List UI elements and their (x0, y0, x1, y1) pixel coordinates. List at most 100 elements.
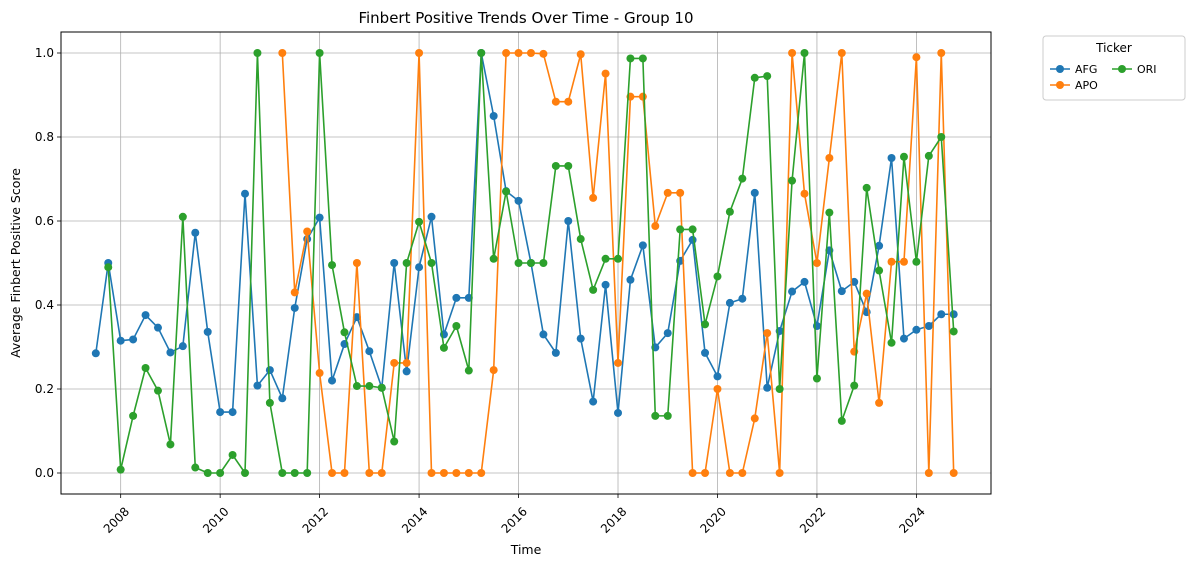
data-point-afg (788, 287, 797, 296)
legend: Ticker AFG APO ORI (1042, 35, 1186, 101)
y-axis: 0.0 0.2 0.4 0.6 0.8 1.0 (35, 46, 61, 480)
data-point-ori (514, 259, 523, 267)
data-point-afg (166, 348, 175, 357)
data-point-apo (862, 289, 871, 298)
data-point-afg (265, 366, 274, 375)
data-point-apo (837, 49, 846, 57)
data-point-afg (365, 347, 374, 356)
legend-label-apo: APO (1075, 79, 1098, 92)
data-point-ori (191, 463, 200, 472)
data-point-apo (949, 469, 958, 477)
data-point-ori (763, 72, 772, 81)
data-point-apo (750, 414, 759, 423)
data-point-ori (651, 411, 660, 420)
data-point-apo (278, 49, 287, 57)
data-point-afg (614, 408, 623, 417)
data-point-apo (614, 358, 623, 367)
data-point-afg (315, 213, 324, 222)
data-point-afg (725, 298, 734, 307)
data-point-afg (738, 294, 747, 303)
y-tick-label: 1.0 (35, 46, 54, 60)
data-point-ori (166, 440, 175, 449)
data-point-ori (862, 183, 871, 192)
data-point-ori (937, 133, 946, 141)
data-point-afg (153, 323, 162, 332)
data-point-ori (390, 437, 399, 446)
data-point-afg (415, 263, 424, 272)
data-point-ori (489, 254, 498, 263)
legend-item-apo: APO (1050, 79, 1098, 92)
data-point-afg (887, 154, 896, 162)
data-point-ori (415, 217, 424, 226)
data-point-ori (340, 328, 349, 337)
data-point-ori (663, 411, 672, 420)
data-point-apo (676, 188, 685, 197)
data-point-apo (924, 469, 933, 477)
data-point-afg (937, 310, 946, 319)
data-point-ori (278, 469, 287, 477)
data-point-afg (116, 336, 125, 345)
legend-items: AFG APO ORI (1050, 63, 1157, 92)
data-point-ori (464, 366, 473, 375)
data-point-ori (265, 398, 274, 407)
data-point-apo (912, 53, 921, 62)
data-point-ori (738, 174, 747, 183)
data-point-afg (241, 189, 250, 198)
data-point-apo (899, 257, 908, 266)
data-point-apo (290, 288, 299, 297)
data-point-ori (725, 207, 734, 216)
data-point-afg (253, 381, 262, 390)
data-point-apo (713, 385, 722, 393)
data-point-apo (763, 329, 772, 338)
series-layer (91, 49, 958, 477)
x-axis-label: Time (510, 542, 542, 557)
legend-item-afg: AFG (1050, 63, 1097, 76)
y-tick-label: 0.0 (35, 466, 54, 480)
data-point-apo (887, 257, 896, 266)
data-point-afg (850, 277, 859, 286)
y-tick-label: 0.2 (35, 382, 54, 396)
data-point-ori (241, 469, 250, 477)
data-point-afg (763, 383, 772, 392)
data-point-ori (104, 263, 113, 272)
data-point-afg (663, 329, 672, 338)
data-point-apo (800, 189, 809, 198)
data-point-afg (452, 293, 461, 302)
data-point-afg (489, 112, 498, 120)
data-point-apo (638, 92, 647, 101)
y-tick-label: 0.4 (35, 298, 54, 312)
data-point-ori (129, 411, 138, 420)
data-point-ori (402, 259, 411, 267)
data-point-apo (402, 358, 411, 367)
chart-title: Finbert Positive Trends Over Time - Grou… (358, 9, 693, 27)
data-point-ori (614, 254, 623, 263)
data-point-ori (439, 343, 448, 352)
data-point-apo (601, 69, 610, 78)
data-point-afg (701, 348, 710, 357)
legend-item-ori: ORI (1112, 63, 1157, 76)
data-point-ori (912, 257, 921, 266)
data-point-apo (352, 259, 361, 267)
series-apo (278, 49, 958, 477)
plot-frame (60, 31, 992, 495)
data-point-afg (228, 408, 237, 417)
legend-marker-apo (1056, 81, 1064, 89)
data-point-afg (352, 313, 361, 322)
y-tick-label: 0.6 (35, 214, 54, 228)
data-point-afg (203, 327, 212, 336)
data-point-afg (750, 188, 759, 197)
data-point-apo (328, 469, 337, 477)
legend-label-afg: AFG (1075, 63, 1097, 76)
data-point-ori (253, 49, 262, 57)
data-point-apo (315, 369, 324, 378)
data-point-ori (502, 187, 511, 196)
data-point-afg (390, 259, 399, 267)
data-point-apo (875, 398, 884, 407)
data-point-ori (328, 261, 337, 270)
data-point-ori (638, 54, 647, 63)
data-point-afg (837, 287, 846, 296)
legend-label-ori: ORI (1137, 63, 1157, 76)
data-point-afg (427, 212, 436, 221)
data-point-afg (576, 334, 585, 343)
data-point-ori (775, 385, 784, 393)
